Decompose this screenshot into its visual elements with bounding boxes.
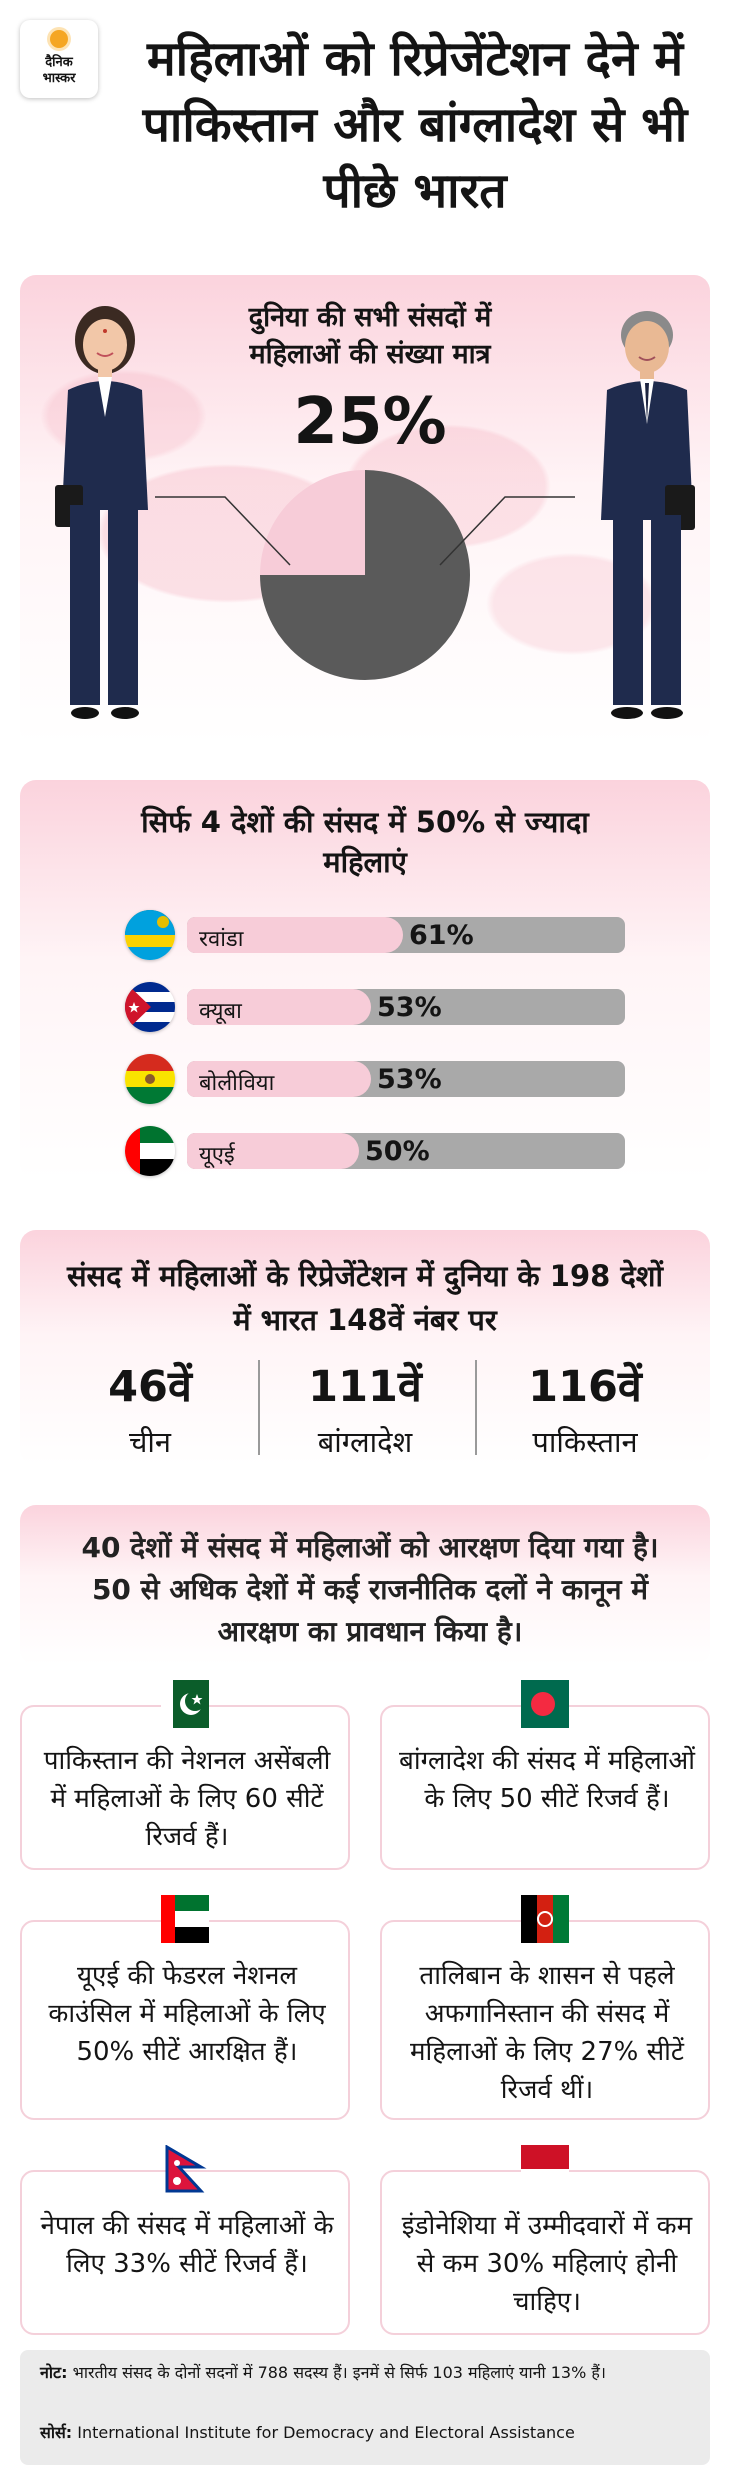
ranking-section: संसद में महिलाओं के रिप्रेजेंटेशन में दु… bbox=[20, 1230, 710, 1465]
afghanistan-flag-icon bbox=[521, 1895, 569, 1943]
header: दैनिक भास्कर महिलाओं को रिप्रेजेंटेशन दे… bbox=[0, 0, 730, 262]
country-bar-row: रवांडा 61% bbox=[125, 910, 625, 960]
country-bar-row: यूएई 50% bbox=[125, 1126, 625, 1176]
reservation-section: 40 देशों में संसद में महिलाओं को आरक्षण … bbox=[20, 1505, 710, 1665]
bar-country-label: यूएई bbox=[199, 1143, 235, 1168]
bar-country-label: बोलीविया bbox=[199, 1071, 275, 1096]
sun-icon bbox=[50, 30, 68, 48]
women-percentage: 25% bbox=[293, 385, 447, 459]
card-pakistan: पाकिस्तान की नेशनल असेंबली में महिलाओं क… bbox=[20, 1705, 350, 1870]
bar-fill bbox=[187, 917, 403, 953]
businessman-illustration bbox=[601, 311, 695, 719]
world-parliament-section: दुनिया की सभी संसदों में महिलाओं की संख्… bbox=[20, 275, 710, 745]
pointer-lines bbox=[155, 496, 575, 566]
rank-country: पाकिस्तान bbox=[532, 1425, 638, 1459]
bar-fill bbox=[187, 989, 371, 1025]
source-text: International Institute for Democracy an… bbox=[77, 2423, 575, 2442]
note-label: नोट: bbox=[40, 2363, 68, 2382]
card-text: पाकिस्तान की नेशनल असेंबली में महिलाओं क… bbox=[43, 1746, 331, 1852]
parliament-women-text: दुनिया की सभी संसदों में महिलाओं की संख्… bbox=[248, 302, 492, 370]
reservation-text: 40 देशों में संसद में महिलाओं को आरक्षण … bbox=[81, 1531, 659, 1648]
dainik-bhaskar-logo[interactable]: दैनिक भास्कर bbox=[20, 20, 98, 98]
source-label: सोर्स: bbox=[40, 2423, 73, 2442]
note-text: भारतीय संसद के दोनों सदनों में 788 सदस्य… bbox=[72, 2363, 606, 2382]
pakistan-flag-icon bbox=[161, 1680, 209, 1728]
cuba-flag-icon bbox=[125, 982, 175, 1032]
logo-line-1: दैनिक bbox=[45, 55, 73, 70]
bar-value-label: 53% bbox=[377, 1064, 442, 1095]
card-text: यूएई की फेडरल नेशनल काउंसिल में महिलाओं … bbox=[48, 1961, 326, 2067]
footnote-box: नोट: भारतीय संसद के दोनों सदनों में 788 … bbox=[20, 2350, 710, 2465]
rank-china: 46वें चीन bbox=[40, 1355, 260, 1461]
bolivia-flag-icon bbox=[125, 1054, 175, 1104]
bar-fill bbox=[187, 1133, 359, 1169]
country-bar-row: क्यूबा 53% bbox=[125, 982, 625, 1032]
bar-track: क्यूबा 53% bbox=[187, 989, 625, 1025]
rank-country: चीन bbox=[128, 1425, 172, 1459]
rank-country: बांग्लादेश bbox=[317, 1425, 413, 1459]
card-text: नेपाल की संसद में महिलाओं के लिए 33% सीट… bbox=[40, 2211, 334, 2279]
nepal-flag-icon bbox=[165, 2145, 207, 2193]
bar-track: रवांडा 61% bbox=[187, 917, 625, 953]
rank-pakistan: 116वें पाकिस्तान bbox=[475, 1355, 695, 1461]
businesswoman-illustration bbox=[55, 306, 148, 719]
card-afghanistan: तालिबान के शासन से पहले अफगानिस्तान की स… bbox=[380, 1920, 710, 2120]
rank-bangladesh: 111वें बांग्लादेश bbox=[255, 1355, 475, 1461]
bar-track: बोलीविया 53% bbox=[187, 1061, 625, 1097]
source-line: सोर्स: International Institute for Democ… bbox=[40, 2422, 690, 2444]
card-text: बांग्लादेश की संसद में महिलाओं के लिए 50… bbox=[398, 1746, 696, 1814]
country-bar-row: बोलीविया 53% bbox=[125, 1054, 625, 1104]
rank-number: 116वें bbox=[528, 1362, 642, 1412]
uae-flag-icon bbox=[161, 1895, 209, 1943]
bangladesh-flag-icon bbox=[521, 1680, 569, 1728]
uae-flag-icon bbox=[125, 1126, 175, 1176]
top-countries-section: सिर्फ 4 देशों की संसद में 50% से ज्यादा … bbox=[20, 780, 710, 1180]
rank-number: 111वें bbox=[308, 1362, 422, 1412]
bar-country-label: क्यूबा bbox=[199, 999, 242, 1024]
card-uae: यूएई की फेडरल नेशनल काउंसिल में महिलाओं … bbox=[20, 1920, 350, 2120]
bar-value-label: 50% bbox=[365, 1136, 430, 1167]
card-text: तालिबान के शासन से पहले अफगानिस्तान की स… bbox=[410, 1961, 684, 2105]
card-text: इंडोनेशिया में उम्मीदवारों में कम से कम … bbox=[401, 2211, 693, 2317]
rwanda-flag-icon bbox=[125, 910, 175, 960]
women-share-pie-chart bbox=[260, 470, 470, 680]
top-countries-title: सिर्फ 4 देशों की संसद में 50% से ज्यादा … bbox=[141, 805, 589, 879]
card-nepal: नेपाल की संसद में महिलाओं के लिए 33% सीट… bbox=[20, 2170, 350, 2335]
bar-country-label: रवांडा bbox=[199, 927, 244, 952]
indonesia-flag-icon bbox=[521, 2145, 569, 2193]
divider bbox=[258, 1360, 260, 1455]
note-line: नोट: भारतीय संसद के दोनों सदनों में 788 … bbox=[40, 2362, 690, 2384]
card-indonesia: इंडोनेशिया में उम्मीदवारों में कम से कम … bbox=[380, 2170, 710, 2335]
rank-number: 46वें bbox=[108, 1362, 192, 1412]
logo-line-2: भास्कर bbox=[42, 71, 76, 86]
bar-value-label: 61% bbox=[409, 920, 474, 951]
ranking-title: संसद में महिलाओं के रिप्रेजेंटेशन में दु… bbox=[66, 1259, 664, 1337]
bar-track: यूएई 50% bbox=[187, 1133, 625, 1169]
bar-fill bbox=[187, 1061, 371, 1097]
divider bbox=[475, 1360, 477, 1455]
page-title: महिलाओं को रिप्रेजेंटेशन देने में पाकिस्… bbox=[142, 31, 688, 219]
bar-value-label: 53% bbox=[377, 992, 442, 1023]
pie-slice-women bbox=[260, 470, 365, 575]
card-bangladesh: बांग्लादेश की संसद में महिलाओं के लिए 50… bbox=[380, 1705, 710, 1870]
